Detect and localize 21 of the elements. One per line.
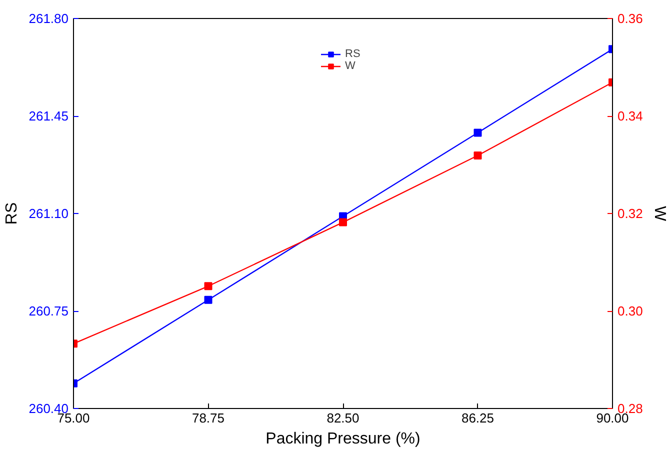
y-tick-label: 261.45	[28, 108, 69, 124]
y2-tick-label: 0.32	[618, 206, 643, 221]
y-tick-label: 261.10	[28, 206, 69, 221]
point	[339, 218, 347, 226]
point	[204, 282, 212, 290]
y2-tick-label: 0.30	[618, 304, 643, 318]
y-tick-label: 261.80	[28, 11, 69, 26]
y-tick-label: 260.75	[28, 304, 69, 318]
x-tick-label: 82.50	[326, 410, 360, 426]
legend-label: RS	[345, 48, 362, 60]
y2-axis-title: W	[650, 206, 668, 222]
y2-tick-label: 0.34	[618, 108, 643, 124]
point	[204, 296, 212, 304]
point	[474, 151, 482, 160]
x-tick-label: 78.75	[192, 410, 225, 426]
point	[474, 128, 482, 137]
y-axis-title: RS	[4, 202, 21, 225]
y2-tick-label: 0.36	[618, 11, 643, 26]
x-axis-title: Packing Pressure (%)	[266, 430, 420, 448]
x-tick-label: 86.25	[461, 410, 494, 426]
legend-label: W	[345, 60, 356, 72]
